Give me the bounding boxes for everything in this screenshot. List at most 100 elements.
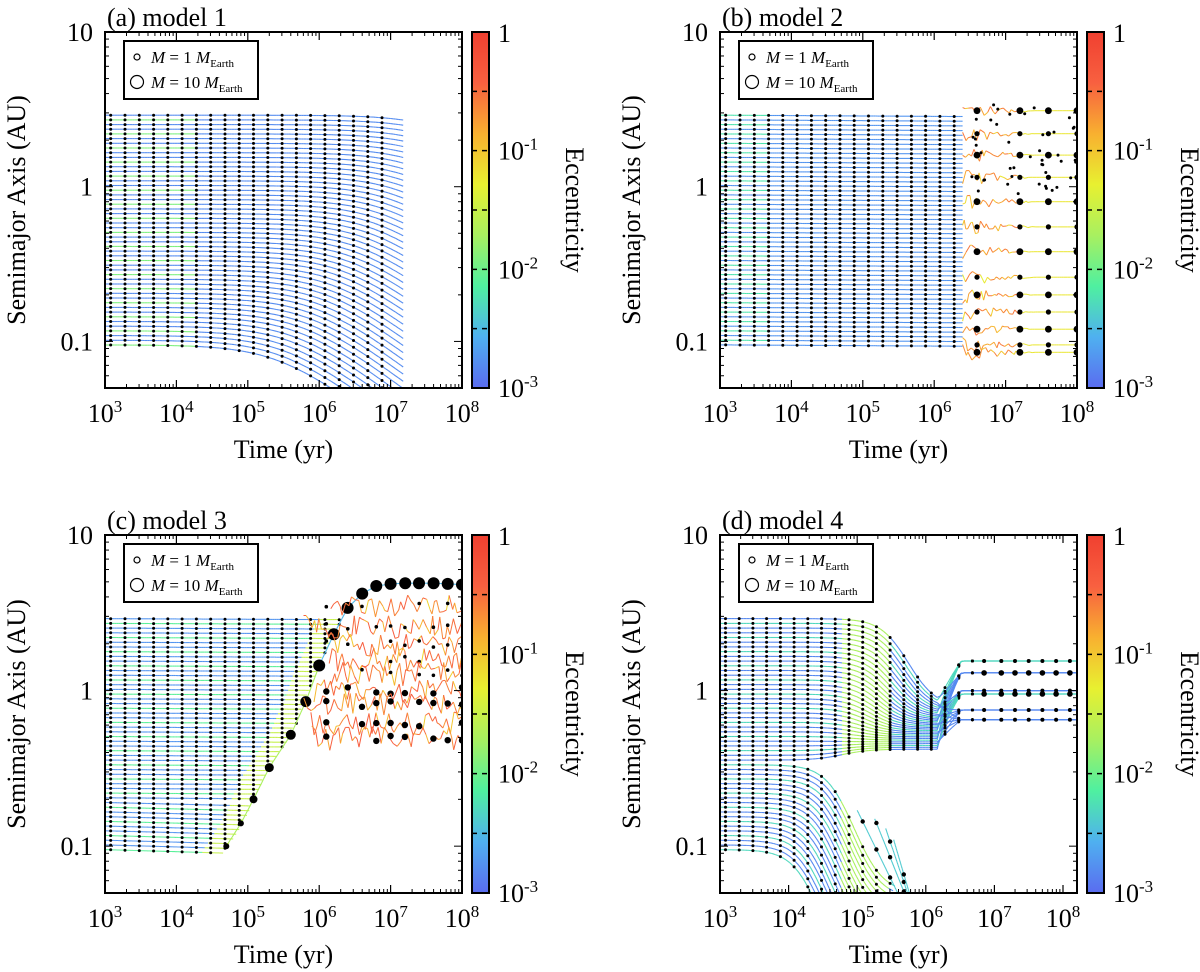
trajectory-line xyxy=(343,265,347,268)
planet-marker xyxy=(237,283,241,287)
planet-marker xyxy=(366,307,370,311)
planet-marker xyxy=(209,278,213,282)
trajectory-line xyxy=(373,234,377,237)
trajectory-line xyxy=(356,391,358,393)
planet-marker xyxy=(237,240,241,244)
trajectory-line xyxy=(263,333,267,335)
trajectory-line xyxy=(316,274,319,276)
trajectory-line xyxy=(397,341,402,345)
trajectory-line xyxy=(344,396,347,398)
planet-marker xyxy=(337,218,341,222)
planet-marker xyxy=(352,205,355,208)
trajectory-line xyxy=(315,371,319,375)
trajectory-line xyxy=(358,350,362,353)
trajectory-line xyxy=(328,307,332,310)
planet-marker xyxy=(223,269,227,272)
trajectory-line xyxy=(370,379,374,382)
trajectory-line xyxy=(397,348,402,352)
trajectory-line xyxy=(388,234,391,237)
trajectory-line xyxy=(313,262,317,265)
trajectory-line xyxy=(271,340,275,343)
planet-marker xyxy=(109,188,113,192)
planet-marker xyxy=(152,230,156,234)
trajectory-line xyxy=(301,270,304,273)
trajectory-line xyxy=(375,253,379,256)
trajectory-line xyxy=(271,318,275,321)
trajectory-line xyxy=(370,330,374,333)
planet-marker xyxy=(294,209,298,212)
trajectory-line xyxy=(398,436,401,438)
planet-marker xyxy=(109,230,113,234)
trajectory-line xyxy=(355,334,359,338)
planet-marker xyxy=(309,224,313,228)
planet-marker xyxy=(252,250,255,254)
trajectory-line xyxy=(333,355,337,358)
trajectory-line xyxy=(370,264,374,267)
trajectory-line xyxy=(330,353,334,357)
planet-marker xyxy=(266,322,270,326)
planet-marker xyxy=(352,359,355,363)
trajectory-line xyxy=(313,251,317,254)
planet-marker xyxy=(337,371,341,375)
trajectory-line xyxy=(358,392,361,394)
planet-marker xyxy=(109,301,113,305)
trajectory-line xyxy=(360,284,364,287)
trajectory-line xyxy=(370,245,374,248)
trajectory-line xyxy=(360,337,364,341)
planet-marker xyxy=(366,267,370,271)
trajectory-line xyxy=(333,316,337,319)
trajectory-line xyxy=(303,282,307,284)
planet-marker xyxy=(309,185,313,189)
planet-marker xyxy=(266,251,270,255)
trajectory-line xyxy=(400,357,404,361)
trajectory-line xyxy=(318,297,322,300)
trajectory-line xyxy=(306,293,309,296)
trajectory-line xyxy=(358,212,362,215)
trajectory-line xyxy=(313,313,317,316)
planet-marker xyxy=(280,337,284,341)
planet-marker xyxy=(323,231,327,235)
planet-marker xyxy=(209,287,213,291)
trajectory-line xyxy=(333,279,337,282)
trajectory-line xyxy=(343,295,347,298)
trajectory-line xyxy=(303,276,307,279)
planet-marker xyxy=(380,230,384,234)
planet-marker xyxy=(266,184,270,188)
planet-marker xyxy=(109,259,113,262)
planet-marker xyxy=(209,340,213,344)
planet-marker xyxy=(109,263,113,267)
planet-marker xyxy=(309,261,313,264)
planet-marker xyxy=(266,327,270,331)
trajectory-line xyxy=(390,235,394,238)
trajectory-line xyxy=(393,205,396,208)
trajectory-line xyxy=(316,268,319,271)
trajectory-line xyxy=(348,330,352,333)
planet-marker xyxy=(337,213,341,217)
planet-marker xyxy=(366,334,370,338)
trajectory-line xyxy=(360,253,364,256)
trajectory-line xyxy=(346,391,349,393)
trajectory-line xyxy=(301,357,305,360)
trajectory-line xyxy=(345,315,349,319)
planet-marker xyxy=(209,231,213,234)
trajectory-line xyxy=(390,274,394,277)
planet-marker xyxy=(294,258,298,262)
trajectory-line xyxy=(256,331,260,334)
trajectory-line xyxy=(390,336,394,340)
planet-marker xyxy=(152,198,156,202)
trajectory-line xyxy=(366,391,369,393)
planet-marker xyxy=(337,344,341,348)
planet-marker xyxy=(166,310,170,314)
planet-marker xyxy=(380,371,384,375)
trajectory-line xyxy=(346,398,349,400)
planet-marker xyxy=(237,343,241,347)
trajectory-line xyxy=(320,341,324,345)
trajectory-line xyxy=(298,369,302,372)
trajectory-line xyxy=(325,331,329,334)
trajectory-line xyxy=(306,341,310,344)
trajectory-line xyxy=(318,252,322,255)
trajectory-line xyxy=(341,395,343,397)
planet-marker xyxy=(266,198,270,202)
trajectory-line xyxy=(306,271,309,274)
trajectory-line xyxy=(363,360,367,363)
